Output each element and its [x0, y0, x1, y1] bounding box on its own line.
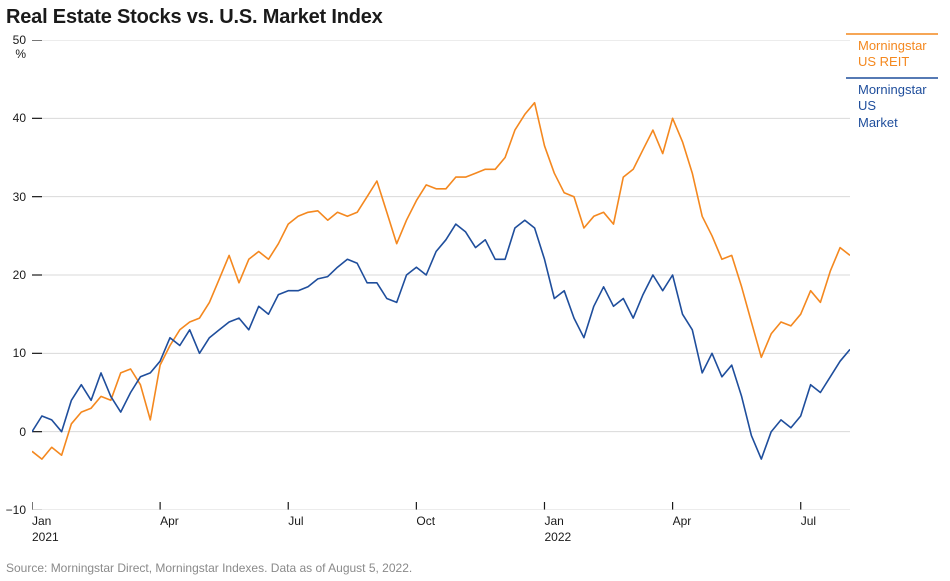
y-tick-label: 20 — [13, 268, 26, 282]
chart-title: Real Estate Stocks vs. U.S. Market Index — [6, 6, 383, 29]
line-chart-svg — [32, 40, 850, 510]
legend-label: US — [858, 98, 927, 114]
x-tick-label: Jan — [544, 514, 563, 528]
y-tick-label: −10 — [6, 503, 26, 517]
x-tick-label: Jan — [32, 514, 51, 528]
y-tick-label: 0 — [19, 425, 26, 439]
x-tick-year: 2022 — [544, 530, 571, 544]
y-tick-label: 50 — [13, 33, 26, 47]
chart-figure: Real Estate Stocks vs. U.S. Market Index… — [0, 0, 950, 581]
x-tick-label: Jul — [801, 514, 816, 528]
series-line — [32, 103, 850, 459]
legend-item: MorningstarUS REIT — [858, 38, 927, 71]
x-tick-label: Jul — [288, 514, 303, 528]
series-line — [32, 220, 850, 459]
legend-label: US REIT — [858, 54, 927, 70]
legend-item: MorningstarUSMarket — [858, 82, 927, 131]
plot-area: −1001020304050% Jan2021AprJulOctJan2022A… — [32, 40, 850, 510]
y-axis-unit: % — [15, 47, 26, 61]
x-tick-label: Oct — [416, 514, 435, 528]
y-tick-label: 10 — [13, 346, 26, 360]
legend-label: Market — [858, 115, 927, 131]
legend-label: Morningstar — [858, 38, 927, 54]
source-note: Source: Morningstar Direct, Morningstar … — [6, 561, 412, 575]
legend-label: Morningstar — [858, 82, 927, 98]
y-tick-label: 30 — [13, 190, 26, 204]
x-tick-label: Apr — [160, 514, 179, 528]
y-tick-label: 40 — [13, 111, 26, 125]
x-tick-year: 2021 — [32, 530, 59, 544]
x-tick-label: Apr — [673, 514, 692, 528]
